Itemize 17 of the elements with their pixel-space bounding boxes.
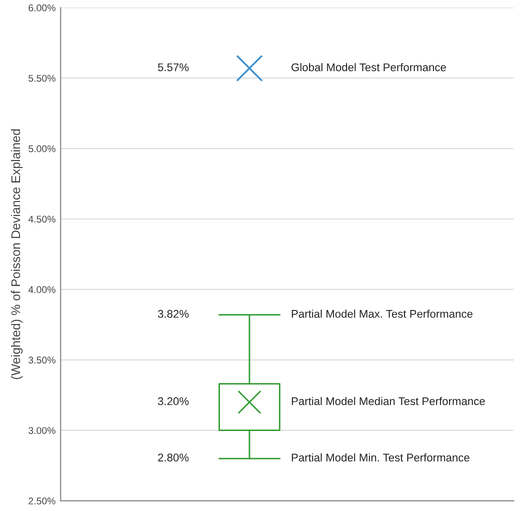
y-axis-title: (Weighted) % of Poisson Deviance Explained	[10, 129, 23, 380]
y-tick-label: 3.00%	[28, 427, 56, 434]
y-tick-label: 6.00%	[28, 4, 56, 12]
y-tick-label: 4.00%	[28, 286, 56, 294]
annotation: Global Model Test Performance	[292, 63, 446, 72]
y-tick-label: 3.50%	[28, 356, 56, 364]
y-tick-label: 5.50%	[28, 74, 56, 82]
annotation: 5.57%	[158, 63, 189, 72]
annotation: Partial Model Max. Test Performance	[292, 310, 472, 318]
y-tick-label: 4.50%	[28, 216, 56, 223]
annotation: 2.80%	[158, 454, 189, 462]
y-tick-label: 2.50%	[28, 498, 56, 504]
annotation: Partial Model Min. Test Performance	[292, 453, 470, 462]
annotation: 3.82%	[158, 310, 189, 318]
annotation: 3.20%	[158, 397, 189, 406]
y-tick-label: 5.00%	[28, 145, 56, 152]
annotation: Partial Model Median Test Performance	[292, 396, 485, 406]
